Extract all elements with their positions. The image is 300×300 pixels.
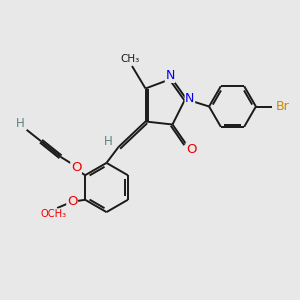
Text: H: H bbox=[103, 135, 112, 148]
Text: O: O bbox=[71, 160, 81, 173]
Text: N: N bbox=[185, 92, 195, 106]
Text: Br: Br bbox=[276, 100, 290, 113]
Text: CH₃: CH₃ bbox=[120, 54, 139, 64]
Text: O: O bbox=[186, 143, 197, 156]
Text: H: H bbox=[16, 117, 25, 130]
Text: OCH₃: OCH₃ bbox=[40, 209, 67, 219]
Text: N: N bbox=[165, 69, 175, 82]
Text: O: O bbox=[67, 195, 77, 208]
